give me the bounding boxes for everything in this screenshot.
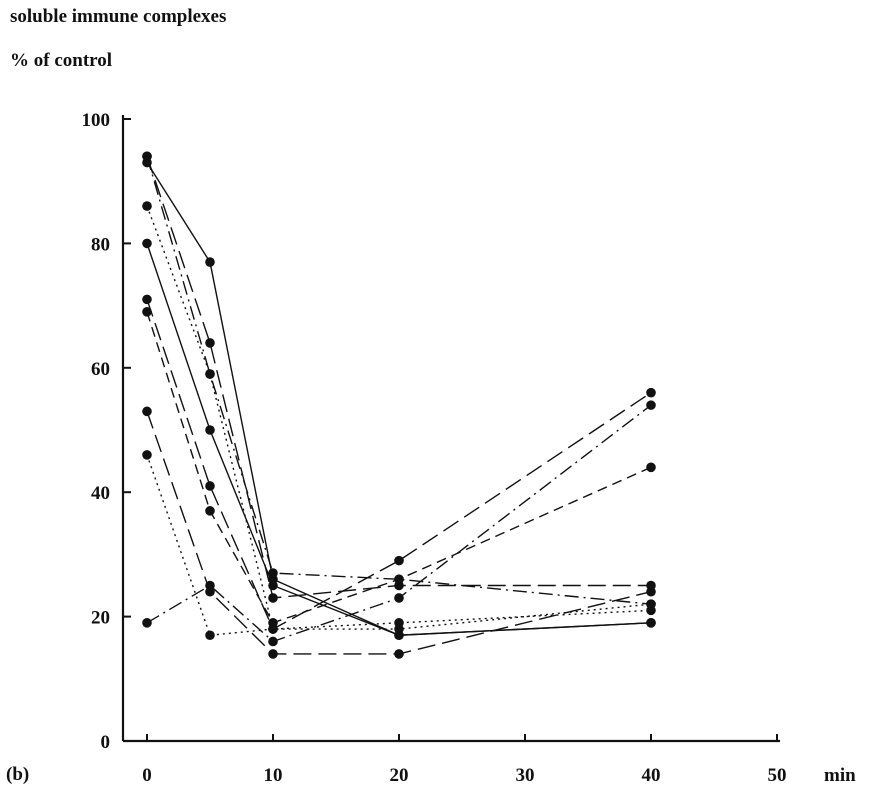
y-tick-label-0: 0 (101, 732, 111, 753)
data-point-s6-2 (268, 649, 278, 659)
data-point-s6-3 (394, 649, 404, 659)
x-ticks: 0 10 20 30 40 50 (142, 734, 787, 786)
x-tick-label-3: 30 (516, 765, 535, 786)
data-point-s7-0 (142, 450, 152, 460)
series-line-9 (146, 156, 652, 605)
series-layer (142, 151, 656, 659)
x-tick-label-2: 20 (390, 765, 409, 786)
data-point-s8-3 (394, 593, 404, 603)
data-point-s5-4 (646, 462, 656, 473)
data-point-s8-1 (205, 580, 215, 591)
data-point-s4-1 (205, 481, 215, 491)
data-point-s6-0 (142, 406, 152, 417)
x-tick-label-5: 50 (768, 765, 787, 786)
y-tick-label-1: 20 (91, 608, 110, 629)
series-line-7 (146, 454, 652, 637)
data-point-s4-3 (394, 555, 404, 566)
data-point-s4-0 (142, 294, 152, 305)
x-tick-label-1: 10 (264, 765, 283, 786)
y-tick-label-2: 40 (91, 483, 110, 504)
data-point-s0-1 (205, 257, 215, 267)
data-point-s5-1 (205, 506, 215, 516)
data-point-s3-2 (268, 580, 278, 591)
y-tick-label-5: 100 (82, 110, 111, 131)
series-line-8 (146, 404, 652, 643)
data-point-s8-2 (268, 636, 278, 647)
data-point-s9-3 (394, 574, 404, 585)
data-point-s6-4 (646, 586, 656, 597)
y-ticks: 0 20 40 60 80 100 (82, 110, 131, 753)
x-axis-label: min (824, 765, 856, 786)
axes (121, 115, 780, 743)
x-tick-label-4: 40 (642, 765, 661, 786)
data-point-s4-4 (646, 387, 656, 398)
y-axis-label-line2: % of control (10, 50, 112, 71)
data-point-s8-0 (142, 618, 152, 628)
data-point-s3-0 (142, 238, 152, 249)
y-tick-label-3: 60 (91, 359, 110, 380)
data-point-s9-2 (268, 568, 278, 578)
series-line-2 (146, 205, 652, 630)
data-point-s3-1 (205, 425, 215, 435)
panel-label: (b) (6, 764, 29, 785)
data-point-s1-2 (268, 593, 278, 603)
data-point-s7-2 (268, 624, 278, 634)
y-axis-label-line1: soluble immune complexes (10, 6, 226, 27)
x-tick-label-0: 0 (142, 765, 152, 786)
data-point-s9-0 (142, 151, 152, 162)
data-point-s2-0 (142, 201, 152, 211)
y-tick-label-4: 80 (91, 234, 110, 255)
data-point-s9-1 (205, 369, 215, 379)
data-point-s9-4 (646, 599, 656, 609)
data-point-s5-0 (142, 307, 152, 317)
data-point-s7-1 (205, 630, 215, 641)
data-point-s8-4 (646, 400, 656, 410)
series-line-1 (146, 156, 651, 599)
data-point-s3-4 (646, 618, 656, 628)
data-point-s1-1 (205, 338, 215, 348)
data-point-s7-3 (394, 624, 404, 634)
